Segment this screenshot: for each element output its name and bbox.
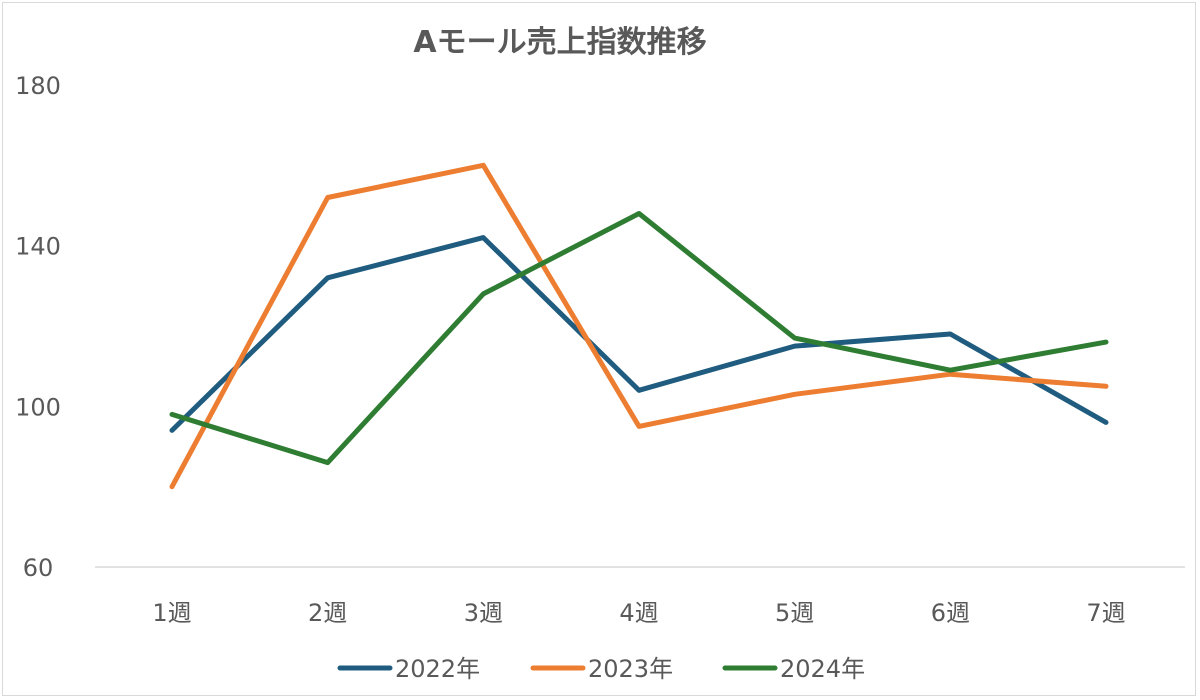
x-axis-ticks: 1週 2週 3週 4週 5週 6週 7週	[152, 599, 1125, 627]
series-line	[169, 211, 1109, 466]
legend-label: 2022年	[395, 655, 480, 683]
y-tick-label: 60	[23, 554, 54, 582]
legend: 2022年 2023年 2024年	[337, 655, 865, 683]
legend-label: 2023年	[588, 655, 673, 683]
series-lines	[169, 162, 1109, 490]
legend-label: 2024年	[780, 655, 865, 683]
x-tick-label: 3週	[464, 599, 503, 627]
y-tick-label: 180	[15, 72, 61, 100]
y-axis-ticks: 60 100 140 180	[15, 72, 61, 582]
chart-title: Aモール売上指数推移	[413, 25, 706, 60]
x-tick-label: 5週	[775, 599, 814, 627]
series-line	[169, 235, 1109, 433]
y-tick-label: 100	[15, 393, 61, 421]
x-tick-label: 4週	[619, 599, 658, 627]
x-tick-label: 7週	[1086, 599, 1125, 627]
series-line	[169, 162, 1109, 490]
x-tick-label: 2週	[308, 599, 347, 627]
x-tick-label: 6週	[931, 599, 970, 627]
y-tick-label: 140	[15, 233, 61, 261]
x-tick-label: 1週	[152, 599, 191, 627]
